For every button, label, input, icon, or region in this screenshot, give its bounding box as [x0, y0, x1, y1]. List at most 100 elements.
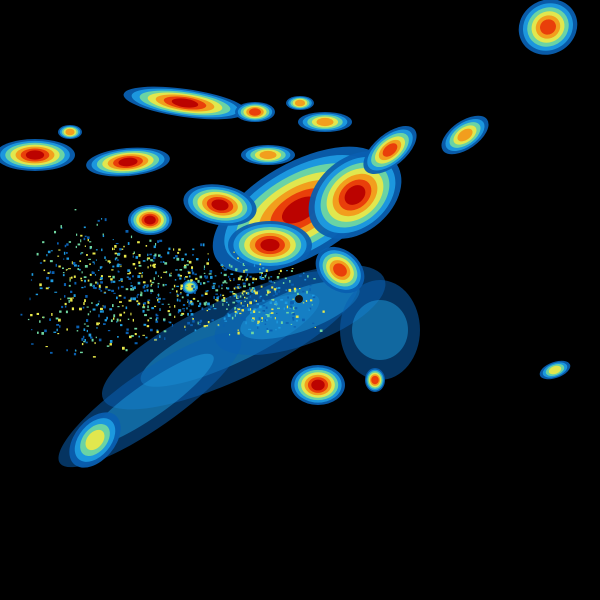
clutter-pixel: [116, 318, 119, 322]
clutter-pixel: [106, 316, 108, 320]
clutter-pixel: [271, 299, 274, 301]
clutter-pixel: [82, 335, 85, 339]
clutter-pixel: [234, 286, 237, 288]
clutter-pixel: [222, 303, 224, 306]
clutter-pixel: [251, 287, 255, 290]
clutter-pixel: [96, 223, 98, 226]
clutter-pixel: [149, 317, 152, 319]
clutter-pixel: [291, 268, 294, 270]
clutter-pixel: [155, 313, 158, 316]
clutter-pixel: [245, 297, 248, 299]
clutter-pixel: [278, 272, 280, 275]
clutter-pixel: [262, 310, 266, 312]
clutter-pixel: [73, 294, 76, 297]
clutter-pixel: [169, 274, 172, 277]
clutter-pixel: [266, 319, 268, 321]
clutter-pixel: [112, 239, 114, 241]
clutter-pixel: [112, 265, 115, 268]
clutter-pixel: [192, 318, 194, 320]
clutter-pixel: [74, 264, 77, 267]
clutter-pixel: [125, 306, 128, 310]
clutter-pixel: [146, 289, 149, 292]
clutter-pixel: [213, 308, 217, 310]
storm-cell-level-5: [540, 19, 556, 35]
clutter-pixel: [266, 330, 269, 333]
clutter-pixel: [149, 239, 152, 242]
clutter-pixel: [242, 290, 246, 293]
clutter-pixel: [138, 261, 141, 264]
clutter-pixel: [119, 301, 122, 303]
clutter-pixel: [180, 284, 183, 288]
clutter-pixel: [186, 307, 188, 310]
clutter-pixel: [75, 245, 77, 249]
clutter-pixel: [188, 285, 190, 288]
clutter-pixel: [289, 280, 291, 283]
clutter-pixel: [113, 292, 116, 294]
clutter-pixel: [159, 308, 161, 312]
clutter-pixel: [271, 281, 275, 283]
clutter-pixel: [209, 270, 213, 273]
clutter-pixel: [127, 269, 131, 272]
clutter-pixel: [197, 279, 200, 283]
clutter-pixel: [43, 269, 46, 272]
storm-cell-level-6: [344, 185, 366, 205]
clutter-pixel: [84, 279, 86, 283]
clutter-pixel: [145, 245, 148, 247]
clutter-pixel: [80, 351, 83, 354]
clutter-pixel: [66, 243, 69, 246]
clutter-pixel: [86, 319, 89, 322]
clutter-pixel: [135, 256, 138, 259]
clutter-pixel: [255, 278, 258, 281]
clutter-pixel: [137, 241, 140, 244]
clutter-pixel: [129, 271, 132, 274]
clutter-pixel: [150, 283, 153, 285]
clutter-pixel: [234, 310, 237, 313]
clutter-pixel: [229, 280, 232, 282]
clutter-pixel: [233, 251, 235, 253]
clutter-pixel: [115, 243, 119, 245]
clutter-pixel: [99, 266, 102, 269]
clutter-pixel: [84, 299, 86, 303]
clutter-pixel: [98, 300, 100, 303]
clutter-pixel: [187, 271, 191, 274]
clutter-pixel: [95, 249, 98, 251]
clutter-pixel: [276, 287, 278, 289]
clutter-pixel: [150, 259, 153, 262]
clutter-pixel: [310, 299, 313, 302]
clutter-pixel: [168, 247, 171, 251]
clutter-pixel: [142, 309, 145, 313]
clutter-pixel: [101, 248, 103, 252]
clutter-pixel: [137, 293, 140, 296]
clutter-pixel: [74, 209, 77, 211]
clutter-pixel: [68, 284, 71, 287]
clutter-pixel: [140, 291, 142, 294]
clutter-pixel: [203, 268, 205, 270]
clutter-pixel: [295, 319, 298, 322]
clutter-pixel: [294, 307, 298, 310]
clutter-pixel: [259, 276, 262, 279]
clutter-pixel: [104, 292, 107, 294]
clutter-pixel: [39, 262, 43, 264]
clutter-pixel: [169, 306, 171, 308]
clutter-pixel: [119, 319, 122, 322]
clutter-pixel: [123, 245, 125, 248]
clutter-pixel: [279, 269, 282, 273]
clutter-pixel: [167, 303, 170, 305]
clutter-pixel: [58, 265, 61, 268]
clutter-pixel: [100, 307, 103, 311]
clutter-pixel: [220, 272, 222, 274]
clutter-pixel: [130, 312, 132, 316]
clutter-pixel: [163, 261, 165, 263]
clutter-pixel: [65, 310, 68, 314]
clutter-pixel: [79, 307, 82, 311]
clutter-pixel: [98, 269, 100, 271]
clutter-pixel: [198, 324, 201, 326]
clutter-pixel: [240, 316, 244, 320]
clutter-pixel: [36, 312, 40, 315]
clutter-pixel: [287, 296, 289, 299]
clutter-pixel: [179, 277, 182, 280]
clutter-pixel: [289, 302, 293, 305]
clutter-pixel: [243, 265, 245, 267]
clutter-pixel: [178, 294, 180, 297]
clutter-pixel: [102, 233, 104, 236]
